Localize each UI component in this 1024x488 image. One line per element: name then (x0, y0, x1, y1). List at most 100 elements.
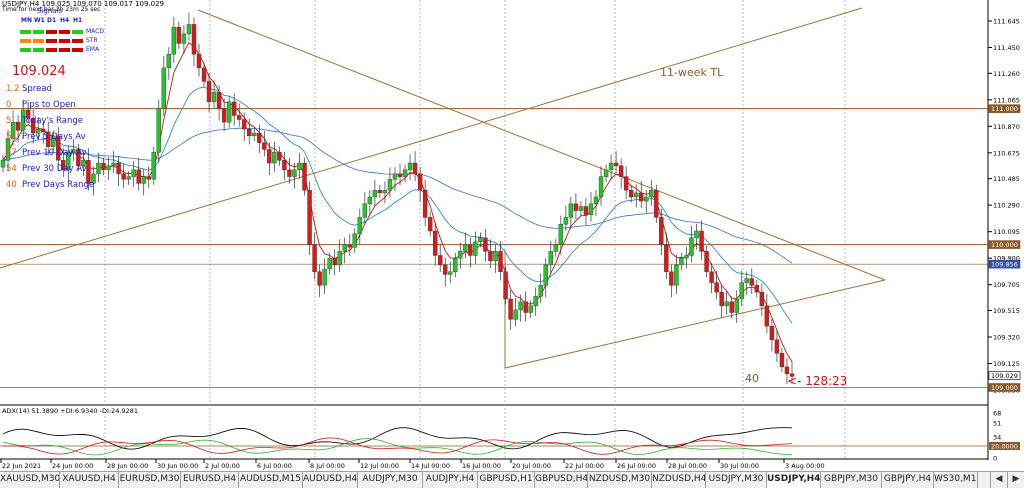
candle-body (608, 162, 614, 171)
candle-body (659, 217, 664, 245)
price-tick-label: 110.870 (993, 123, 1020, 131)
chart-tab[interactable]: EURUSD,M30 (119, 472, 181, 488)
candle-body (71, 149, 76, 153)
candle-body (598, 176, 604, 198)
candle-body (397, 173, 403, 177)
candle-body (337, 251, 342, 266)
candle-body (121, 173, 126, 180)
candle-body (422, 190, 428, 218)
candle-body (734, 298, 739, 313)
chart-tab[interactable]: NZDUSD,H4 (652, 472, 706, 488)
candle-body (744, 278, 749, 283)
chart-tab[interactable]: GBPUSD,H4 (535, 472, 588, 488)
bar-timer: Time for next bar 2h 23m 25 sec (2, 6, 101, 13)
candle-body (81, 160, 86, 166)
trendlines[interactable] (0, 7, 886, 369)
signals-title: Signals (37, 7, 63, 15)
candle-body (181, 33, 187, 44)
candle-body (568, 203, 574, 218)
time-tick-label: 22 Jun 2021 (2, 462, 41, 470)
candle-body (427, 217, 433, 232)
time-tick-label: 26 Jul 00:00 (617, 462, 656, 470)
candle-body (528, 305, 533, 313)
candle-body (553, 244, 559, 252)
price-tick-label: 110.485 (993, 175, 1020, 183)
candle-body (789, 373, 795, 377)
price-tag-label: 109.029 (991, 372, 1018, 380)
chart-tab[interactable]: AUDJPY,M30 (358, 472, 423, 488)
chart-tab[interactable]: NZDUSD,M30 (588, 472, 652, 488)
time-tick-label: 3 Aug 00:00 (785, 462, 825, 470)
candle-body (126, 176, 131, 180)
candle-body (66, 151, 71, 171)
stat-value: 54 (6, 164, 17, 174)
chart-tab[interactable]: AUDUSD,M15 (239, 472, 303, 488)
stat-value: 40 (6, 180, 17, 190)
stat-row: 54 Prev 30 Day Av (6, 164, 87, 174)
candle-body (729, 301, 734, 313)
candle-body (739, 282, 744, 300)
candle-body (498, 251, 503, 272)
candle-body (448, 271, 453, 275)
candle-body (649, 190, 654, 198)
price-chart[interactable]: 111.645 111.450 111.260 111.065 110.870 110.6… (0, 0, 1024, 471)
vertical-gridlines (104, 0, 846, 459)
chart-tab[interactable]: GBPUSD,H1 (478, 472, 535, 488)
chart-tab[interactable]: USDJPY,H4 (767, 472, 821, 488)
time-tick-label: 12 Jul 00:00 (360, 462, 399, 470)
stat-row: 0 Pips to Open (6, 100, 76, 110)
signal-cell (20, 30, 31, 34)
candle-body (724, 301, 729, 306)
candle-body (382, 190, 388, 194)
candle-body (166, 54, 172, 69)
stat-label: Prev 30 Day Av (22, 164, 87, 174)
candle-body (784, 366, 790, 374)
candle-body (407, 162, 413, 171)
trendline-upper (197, 9, 886, 281)
tab-scroll-left-icon[interactable]: ◀ (990, 472, 1007, 488)
price-tick-label: 109.515 (993, 307, 1020, 315)
candle-body (699, 230, 704, 252)
candle-body (25, 109, 31, 119)
chart-tab[interactable]: GBPJPY,M30 (821, 472, 882, 488)
candle-body (282, 160, 287, 171)
candle-body (694, 230, 699, 238)
candle-body (302, 162, 307, 191)
candle-body (759, 291, 765, 306)
tab-scroll-right-icon[interactable]: ▶ (1007, 472, 1024, 488)
stat-label: Prev Days Range (22, 180, 95, 190)
candle-body (438, 255, 443, 266)
chart-tab[interactable]: GBPJPY,H4 (882, 472, 934, 488)
candle-body (41, 128, 46, 132)
chart-tab[interactable]: AUDJPY,H4 (423, 472, 478, 488)
candle-body (226, 101, 232, 123)
time-axis: 22 Jun 2021 24 Jun 00:00 28 Jun 00:00 30 Ju… (0, 459, 825, 470)
candle-body (704, 251, 709, 272)
candle-body (312, 244, 317, 272)
candle-body (86, 160, 91, 184)
time-tick-label: 28 Jun 00:00 (107, 462, 148, 470)
candle-body (101, 162, 106, 171)
candle-body (603, 169, 609, 177)
price-tag-label: 111.000 (991, 105, 1018, 113)
time-tick-label: 6 Jul 00:00 (257, 462, 292, 470)
chart-tab[interactable]: USDJPY,M30 (706, 472, 767, 488)
pips-label: 40 (745, 372, 759, 385)
chart-tab[interactable]: XAUUSD,H4 (60, 472, 119, 488)
chart-tab[interactable]: EURUSD,H4 (181, 472, 239, 488)
candle-body (538, 285, 543, 297)
candle-body (468, 244, 473, 256)
candle-body (332, 257, 337, 266)
candle-body (588, 203, 594, 215)
price-tag (988, 240, 1021, 249)
adx-line (2, 437, 793, 455)
adx-level-label: 51 (993, 420, 1001, 428)
stat-label: Spread (22, 84, 52, 94)
chart-tab[interactable]: XAUUSD,M30 (0, 472, 60, 488)
candle-body (518, 301, 523, 311)
time-tick-label: 8 Jul 00:00 (310, 462, 345, 470)
chart-tab[interactable]: WS30,M15 (934, 472, 978, 488)
chart-tab[interactable]: AUDUSD,H4 (303, 472, 358, 488)
candle-body (634, 192, 639, 198)
candle-body (503, 271, 508, 300)
